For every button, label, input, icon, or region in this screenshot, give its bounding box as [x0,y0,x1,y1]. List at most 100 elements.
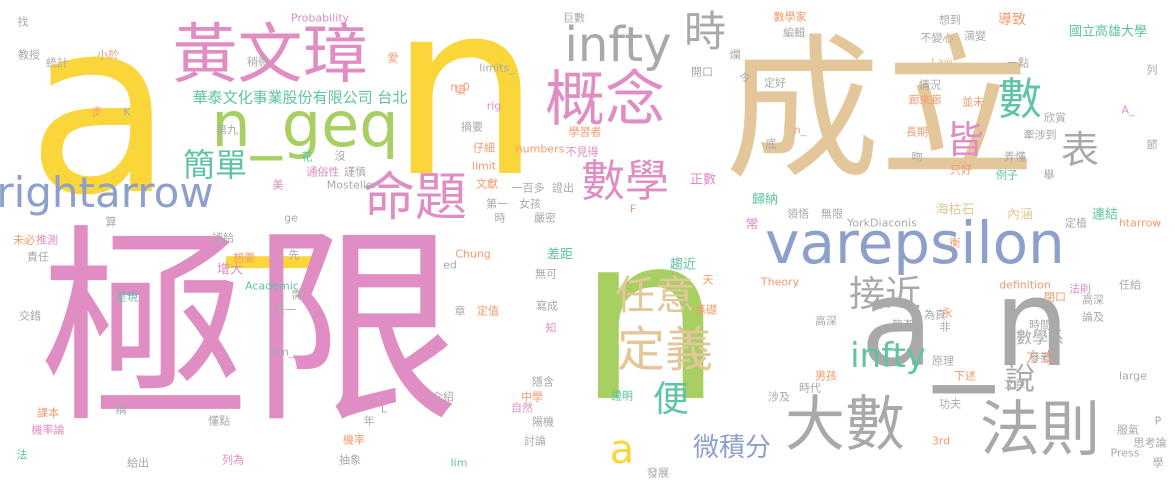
cloud-word: 發展 [647,466,669,480]
cloud-word: 教授 [18,48,40,62]
cloud-word: 懂點 [208,414,230,428]
cloud-word: 表 [1060,128,1100,172]
cloud-word: 謹慎 [344,165,366,179]
cloud-word: 牽涉到 [1023,128,1057,142]
cloud-word: 華泰文化事業股份有限公司 台北 [192,88,408,107]
cloud-word: 仔細 [473,141,495,155]
cloud-word: n [577,186,723,453]
cloud-word: htarrow [1118,216,1162,230]
cloud-word: 男孩 [815,369,837,383]
cloud-word: 嚴密 [534,211,556,225]
cloud-word: 廊來廊 [908,93,942,107]
cloud-word: YorkDiaconis [847,216,917,230]
cloud-word: 巨數 [563,11,585,25]
cloud-word: limit [471,159,497,173]
cloud-word: 項 [454,83,466,97]
cloud-word: 方式 [1026,350,1054,366]
cloud-word: 法則 [1069,282,1091,296]
cloud-word: 機率論 [31,423,65,437]
cloud-word: a [26,0,174,248]
cloud-word: 例子 [996,168,1018,182]
cloud-word: Mosteller [326,178,378,192]
cloud-word: 陽機 [532,415,554,429]
cloud-word: 衡 [949,236,961,250]
cloud-word: 國立高雄大學 [1068,24,1148,40]
cloud-word: 步 [91,105,103,119]
cloud-word: lim_ [271,345,295,359]
cloud-word: 永 [941,306,953,320]
cloud-word: 節 [1146,138,1158,152]
cloud-word: 章 [454,304,466,318]
cloud-word: 小於 [97,48,119,62]
cloud-word: 數學 [581,156,669,207]
cloud-word: lim [450,456,468,470]
cloud-word: 認給 [212,231,234,245]
cloud-word: Probability [290,11,350,25]
cloud-word: 弄懂 [1004,150,1026,164]
cloud-word: 時間 [1029,318,1051,332]
cloud-word: rightarrow [0,168,214,217]
cloud-word: a_n [860,255,1070,394]
cloud-word: 演變 [964,29,986,43]
cloud-word: 便 [652,379,690,420]
cloud-word: definition [999,278,1051,292]
cloud-word: 第九 [216,123,238,137]
cloud-word: a [609,427,635,473]
cloud-word: 時代 [799,381,821,395]
cloud-word: 任意 [615,273,695,319]
cloud-word: 責任 [27,250,49,264]
cloud-word: 文獻 [476,177,498,191]
cloud-word: 介紹 [432,390,454,404]
cloud-word: 長期 [906,125,928,139]
cloud-word: 女孩 [519,197,541,211]
cloud-word: numbers [515,142,565,156]
cloud-word: ed [443,258,457,272]
cloud-word: 時 [494,211,506,225]
cloud-word: 給出 [127,456,149,470]
cloud-word: 需 [291,288,303,302]
cloud-word: 抽象 [339,453,361,467]
cloud-word: 海枯石 [935,202,975,218]
cloud-word: 皆 [945,118,985,162]
cloud-word: 算 [105,215,117,229]
cloud-word: n_geq [211,88,399,161]
cloud-word: ge [284,211,298,225]
cloud-word: 證出 [552,181,574,195]
cloud-word: 數學家 [773,10,807,24]
cloud-word: _ [227,71,313,269]
cloud-word: 列 [1146,63,1158,77]
cloud-word: 非 [939,320,951,334]
cloud-word: 定植 [1065,216,1087,230]
cloud-word: 未必 [13,233,35,247]
cloud-word: 法 [16,448,28,462]
cloud-word: 基礎 [695,303,717,317]
cloud-word: 思考論 [1133,436,1167,450]
cloud-word: 開口 [691,65,713,79]
cloud-word: 定值 [477,304,499,318]
cloud-word: 想要 [233,251,255,265]
cloud-word: 微積分 [692,433,772,463]
cloud-word: P [1154,414,1162,428]
cloud-word: 列為 [222,453,244,467]
cloud-word: 呈現 [116,290,138,304]
cloud-word: 花 [301,150,313,164]
cloud-word: 通俗性 [306,165,340,179]
cloud-word: 無可 [535,267,557,281]
cloud-word: 命題 [362,168,468,228]
cloud-word: 簡單 [182,146,248,184]
cloud-word: 黃文璋 [172,17,368,93]
cloud-word: 底 [765,137,777,151]
cloud-word: 舉 [1043,168,1055,182]
cloud-word: 內涵 [1006,207,1034,223]
cloud-word: 高深 [815,314,837,328]
cloud-word: 機率 [343,433,365,447]
cloud-word: 數 [998,74,1042,125]
cloud-word: A_ [1121,103,1135,117]
cloud-word: 論及 [1082,310,1104,324]
cloud-word: Law [931,55,953,69]
cloud-word: limits_ [479,61,515,75]
cloud-word: 愛 [387,51,399,65]
cloud-word: 大數 [785,390,905,460]
cloud-word: 第一 [486,197,508,211]
